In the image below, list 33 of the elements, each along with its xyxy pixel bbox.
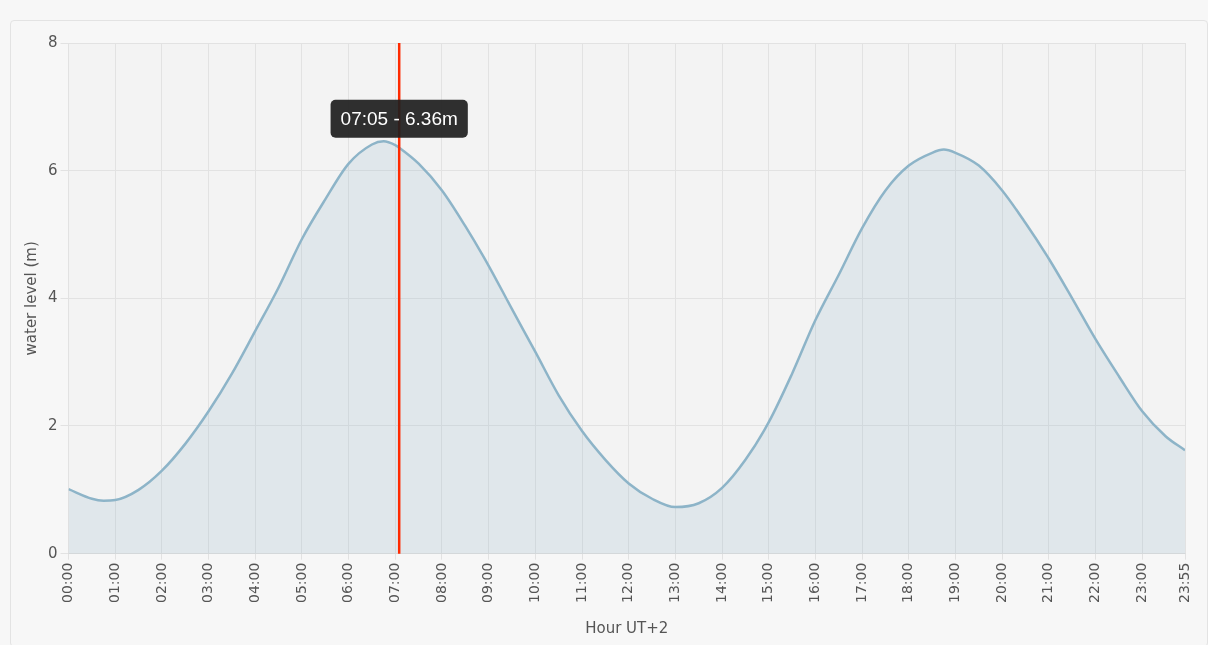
y-tick-label: 0 [48, 543, 58, 562]
x-tick-label: 05:00 [292, 562, 309, 604]
x-tick-label: 02:00 [152, 562, 169, 604]
y-axis-title: water level (m) [21, 241, 40, 356]
x-tick-label: 06:00 [339, 562, 356, 604]
y-tick-label: 2 [48, 415, 58, 434]
x-axis-title: Hour UT+2 [585, 618, 669, 637]
x-tick-label: 23:00 [1132, 562, 1149, 604]
x-tick-label: 10:00 [525, 562, 542, 604]
y-tick-label: 6 [48, 160, 58, 179]
x-tick-label: 23:55 [1175, 562, 1192, 604]
x-tick-label: 19:00 [946, 562, 963, 604]
x-tick-label: 13:00 [666, 562, 683, 604]
x-tick-label: 01:00 [105, 562, 122, 604]
x-tick-label: 08:00 [432, 562, 449, 604]
x-tick-label: 16:00 [806, 562, 823, 604]
x-tick-label: 15:00 [759, 562, 776, 604]
annotation: 07:05 - 6.36m [340, 107, 458, 129]
x-tick-label: 03:00 [199, 562, 216, 604]
y-tick-label: 4 [48, 288, 58, 307]
x-tick-label: 20:00 [992, 562, 1009, 604]
x-tick-label: 21:00 [1039, 562, 1056, 604]
x-tick-label: 14:00 [712, 562, 729, 604]
x-tick-label: 12:00 [619, 562, 636, 604]
x-tick-label: 09:00 [479, 562, 496, 604]
x-tick-label: 00:00 [59, 562, 76, 604]
x-tick-label: 17:00 [852, 562, 869, 604]
x-tick-label: 07:00 [385, 562, 402, 604]
x-tick-label: 22:00 [1086, 562, 1103, 604]
x-tick-label: 11:00 [572, 562, 589, 604]
x-tick-label: 04:00 [245, 562, 262, 604]
y-tick-label: 8 [48, 32, 58, 51]
x-tick-label: 18:00 [899, 562, 916, 604]
